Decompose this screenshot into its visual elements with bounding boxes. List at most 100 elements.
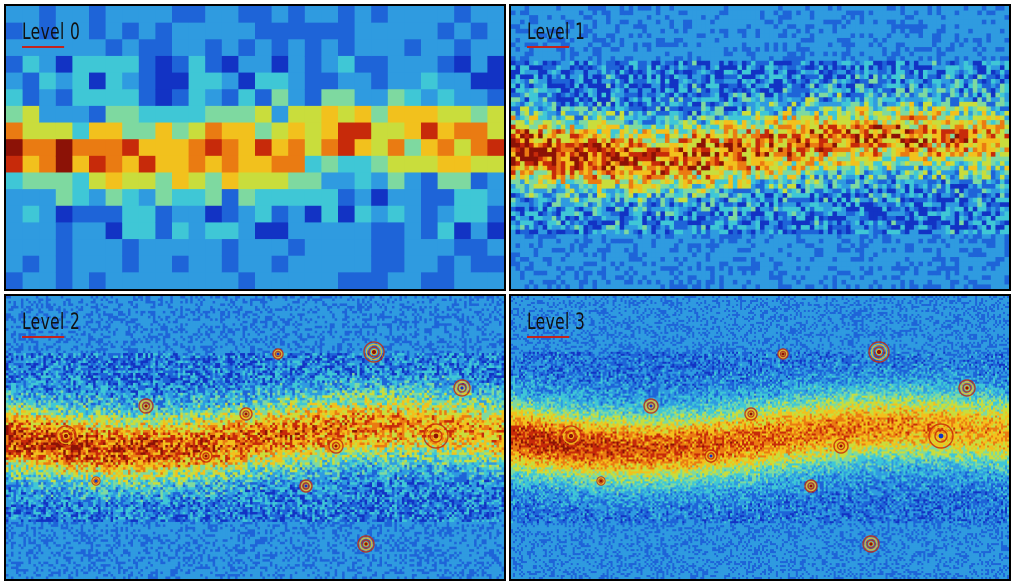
field-cell [642,6,647,11]
field-cell [602,79,607,84]
field-cell [679,221,684,226]
field-cell [746,24,751,29]
field-cell [683,280,688,285]
field-cell [688,15,693,20]
field-cell [701,252,706,257]
field-cell [222,39,239,56]
field-cell [552,56,557,61]
field-cell [404,123,421,140]
field-cell [724,239,729,244]
field-cell [787,20,792,25]
field-cell [674,184,679,189]
field-cell [520,207,525,212]
field-cell [733,170,738,175]
field-cell [516,88,521,93]
field-cell [651,43,656,48]
field-cell [534,56,539,61]
field-cell [719,243,724,248]
field-cell [511,111,516,116]
field-cell [404,172,421,189]
field-cell [556,120,561,125]
field-cell [778,275,783,280]
field-cell [688,33,693,38]
field-cell [796,134,801,139]
field-cell [155,23,172,40]
field-cell [338,6,355,23]
field-cell [751,134,756,139]
field-cell [139,172,156,189]
field-cell [674,84,679,89]
field-cell [516,11,521,16]
field-cell [783,271,788,276]
field-cell [529,134,534,139]
field-cell [832,61,837,66]
field-cell [746,266,751,271]
field-cell [189,172,206,189]
field-cell [511,284,516,289]
field-cell [547,221,552,226]
field-cell [783,93,788,98]
field-cell [828,138,833,143]
field-cell [454,256,471,273]
field-cell [656,20,661,25]
field-cell [828,161,833,166]
field-cell [592,284,597,289]
field-cell [255,139,272,156]
field-cell [534,266,539,271]
field-cell [592,225,597,230]
field-cell [597,175,602,180]
field-cell [611,70,616,75]
field-cell [792,143,797,148]
field-cell [710,152,715,157]
field-cell [651,148,656,153]
field-cell [801,29,806,34]
field-cell [371,256,388,273]
field-cell [642,97,647,102]
field-cell [602,179,607,184]
field-cell [570,189,575,194]
field-cell [574,47,579,52]
field-cell [538,125,543,130]
field-cell [624,93,629,98]
field-cell [688,184,693,189]
field-cell [810,47,815,52]
field-cell [760,74,765,79]
field-cell [728,61,733,66]
field-cell [674,138,679,143]
field-cell [633,143,638,148]
field-cell [769,179,774,184]
field-cell [710,74,715,79]
field-cell [565,243,570,248]
field-cell [796,202,801,207]
field-cell [624,157,629,162]
field-cell [688,84,693,89]
field-cell [421,23,438,40]
field-cell [511,24,516,29]
field-cell [828,221,833,226]
field-cell [778,125,783,130]
field-cell [665,221,670,226]
field-cell [728,193,733,198]
field-cell [529,193,534,198]
field-cell [139,256,156,273]
field-cell [288,172,305,189]
field-cell [660,84,665,89]
field-cell [606,280,611,285]
field-cell [801,157,806,162]
field-cell [651,225,656,230]
field-cell [592,198,597,203]
field-cell [574,52,579,57]
field-cell [629,11,634,16]
field-cell [642,262,647,267]
field-cell [6,73,23,90]
field-cell [647,61,652,66]
field-cell [823,84,828,89]
field-cell [321,256,338,273]
field-cell [760,271,765,276]
field-cell [556,170,561,175]
field-cell [805,216,810,221]
field-cell [588,52,593,57]
field-cell [778,202,783,207]
field-cell [669,211,674,216]
field-cell [6,206,23,223]
